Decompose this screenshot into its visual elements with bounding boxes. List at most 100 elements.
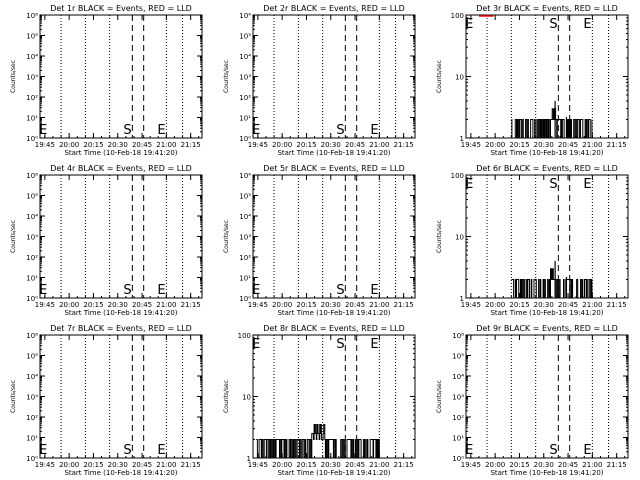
y-tick-label: 10¹ bbox=[26, 435, 38, 443]
y-axis-label: Counts/sec bbox=[436, 380, 443, 413]
y-tick-label: 10¹ bbox=[26, 115, 38, 123]
y-tick-label: 10⁶ bbox=[239, 12, 251, 20]
y-axis-label: Counts/sec bbox=[436, 60, 443, 93]
y-tick-label: 10² bbox=[26, 254, 38, 262]
y-axis-label: Counts/sec bbox=[10, 60, 17, 93]
x-tick-label: 20:45 bbox=[345, 301, 365, 309]
panel-det2: Det 2r BLACK = Events, RED = LLD 10⁰ 10¹ 10… bbox=[223, 4, 416, 157]
x-tick-label: 20:30 bbox=[534, 141, 554, 149]
y-tick-label: 10⁴ bbox=[239, 213, 251, 221]
x-tick-label: 20:30 bbox=[108, 461, 128, 469]
y-tick-label: 10¹ bbox=[239, 115, 251, 123]
x-tick-label: 20:45 bbox=[345, 141, 365, 149]
marker-label-s: S bbox=[336, 283, 344, 298]
y-tick-label: 10⁰ bbox=[239, 135, 251, 143]
y-tick-label: 10⁶ bbox=[239, 172, 251, 180]
marker-label-s: S bbox=[123, 443, 131, 458]
panel-det1: Det 1r BLACK = Events, RED = LLD 10⁰ 10¹ 10… bbox=[10, 4, 203, 157]
y-tick-label: 10³ bbox=[26, 234, 38, 242]
x-axis-label: Start Time (10-Feb-18 19:41:20) bbox=[277, 469, 390, 477]
y-tick-label: 10⁵ bbox=[26, 33, 38, 41]
x-tick-label: 20:00 bbox=[272, 461, 292, 469]
plot-frame bbox=[39, 334, 203, 459]
x-tick-label: 21:15 bbox=[181, 461, 201, 469]
y-tick-label: 1 bbox=[460, 135, 464, 143]
y-axis-label: Counts/sec bbox=[436, 220, 443, 253]
marker-label-e: E bbox=[370, 337, 378, 352]
x-tick-label: 20:15 bbox=[296, 141, 316, 149]
y-tick-label: 10 bbox=[455, 74, 464, 82]
plot-frame bbox=[252, 14, 416, 139]
y-tick-label: 10¹ bbox=[239, 275, 251, 283]
x-tick-label: 20:45 bbox=[558, 461, 578, 469]
panel-title: Det 1r BLACK = Events, RED = LLD bbox=[50, 4, 192, 13]
panel-title: Det 4r BLACK = Events, RED = LLD bbox=[50, 164, 192, 173]
panel-det6: Det 6r BLACK = Events, RED = LLD 1 10 100 Co… bbox=[436, 164, 629, 317]
marker-label-e: E bbox=[370, 123, 378, 138]
x-axis-label: Start Time (10-Feb-18 19:41:20) bbox=[490, 149, 603, 157]
x-axis-label: Start Time (10-Feb-18 19:41:20) bbox=[277, 149, 390, 157]
marker-label-e: E bbox=[157, 283, 165, 298]
y-tick-label: 10³ bbox=[239, 234, 251, 242]
x-tick-label: 20:00 bbox=[485, 141, 505, 149]
marker-label-e: E bbox=[370, 283, 378, 298]
y-tick-label: 10⁰ bbox=[239, 295, 251, 303]
y-tick-label: 10⁴ bbox=[239, 53, 251, 61]
x-tick-label: 20:30 bbox=[321, 301, 341, 309]
x-tick-label: 19:45 bbox=[248, 141, 268, 149]
events-series-line bbox=[511, 268, 593, 299]
marker-label-s: S bbox=[336, 123, 344, 138]
y-tick-label: 10¹ bbox=[26, 275, 38, 283]
y-tick-label: 100 bbox=[451, 12, 464, 20]
y-tick-label: 10³ bbox=[26, 394, 38, 402]
y-tick-label: 10⁴ bbox=[26, 213, 38, 221]
x-tick-label: 21:00 bbox=[369, 301, 389, 309]
marker-label-e: E bbox=[465, 177, 473, 192]
x-tick-label: 20:00 bbox=[59, 301, 79, 309]
x-tick-label: 21:15 bbox=[394, 301, 414, 309]
events-series-line bbox=[256, 424, 380, 459]
y-tick-label: 10⁵ bbox=[239, 33, 251, 41]
x-tick-label: 19:45 bbox=[35, 461, 55, 469]
panel-det9: Det 9r BLACK = Events, RED = LLD 10⁰ 10¹ 10… bbox=[436, 324, 629, 477]
x-tick-label: 20:15 bbox=[509, 141, 529, 149]
plot-frame bbox=[465, 334, 629, 459]
x-tick-label: 20:30 bbox=[321, 141, 341, 149]
panel-title: Det 5r BLACK = Events, RED = LLD bbox=[263, 164, 405, 173]
y-axis-label: Counts/sec bbox=[223, 220, 230, 253]
y-tick-label: 10 bbox=[455, 234, 464, 242]
x-tick-label: 20:30 bbox=[534, 301, 554, 309]
x-tick-label: 20:45 bbox=[558, 301, 578, 309]
x-tick-label: 21:15 bbox=[607, 141, 627, 149]
x-tick-label: 19:45 bbox=[461, 461, 481, 469]
panel-title: Det 8r BLACK = Events, RED = LLD bbox=[263, 324, 405, 333]
y-tick-label: 10⁵ bbox=[26, 193, 38, 201]
y-tick-label: 10⁶ bbox=[26, 12, 38, 20]
y-tick-label: 10¹ bbox=[452, 435, 464, 443]
x-axis-label: Start Time (10-Feb-18 19:41:20) bbox=[490, 469, 603, 477]
events-series-line bbox=[511, 108, 593, 139]
y-tick-label: 1 bbox=[247, 455, 251, 463]
x-axis-label: Start Time (10-Feb-18 19:41:20) bbox=[64, 469, 177, 477]
marker-label-e: E bbox=[157, 443, 165, 458]
x-tick-label: 21:15 bbox=[607, 301, 627, 309]
x-tick-label: 21:00 bbox=[156, 301, 176, 309]
y-tick-label: 100 bbox=[451, 172, 464, 180]
marker-label-e: E bbox=[252, 337, 260, 352]
x-tick-label: 21:15 bbox=[607, 461, 627, 469]
x-axis-label: Start Time (10-Feb-18 19:41:20) bbox=[277, 309, 390, 317]
marker-label-e: E bbox=[252, 123, 260, 138]
y-axis-label: Counts/sec bbox=[10, 220, 17, 253]
x-tick-label: 21:15 bbox=[181, 301, 201, 309]
marker-label-e: E bbox=[39, 123, 47, 138]
y-tick-label: 1 bbox=[460, 295, 464, 303]
y-tick-label: 10⁴ bbox=[26, 373, 38, 381]
y-axis-label: Counts/sec bbox=[10, 380, 17, 413]
plot-frame bbox=[39, 14, 203, 139]
x-tick-label: 21:00 bbox=[582, 141, 602, 149]
x-tick-label: 19:45 bbox=[461, 301, 481, 309]
marker-label-e: E bbox=[39, 283, 47, 298]
x-tick-label: 20:00 bbox=[272, 301, 292, 309]
x-tick-label: 20:45 bbox=[132, 141, 152, 149]
x-tick-label: 19:45 bbox=[461, 141, 481, 149]
